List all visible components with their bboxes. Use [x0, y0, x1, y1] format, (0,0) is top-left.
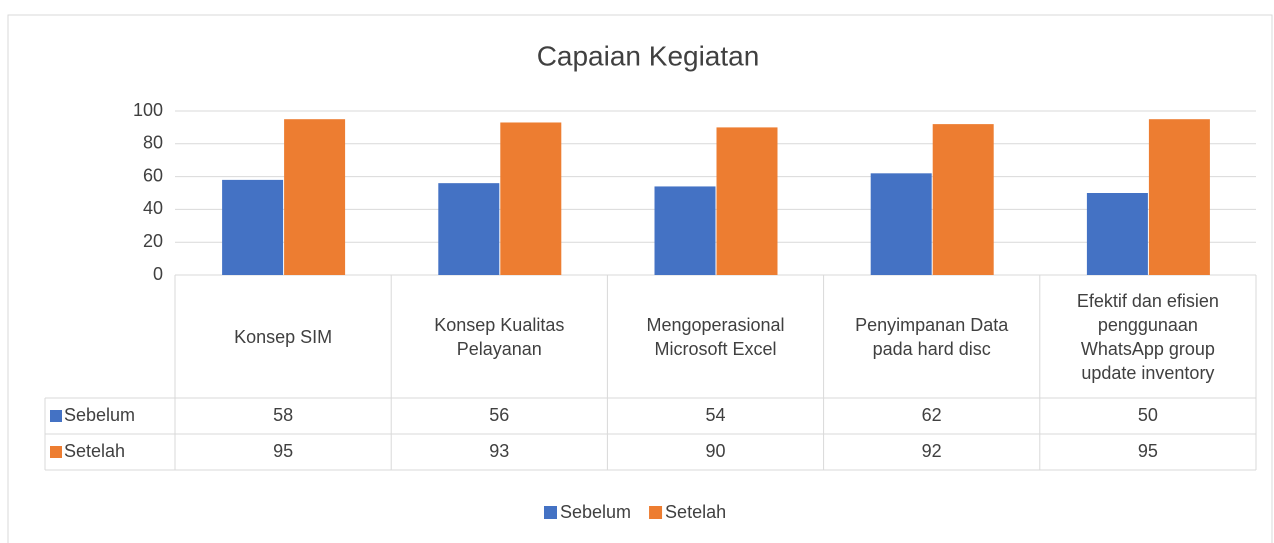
- table-value: 93: [489, 441, 509, 461]
- table-value: 50: [1138, 405, 1158, 425]
- bar: [716, 127, 778, 276]
- legend-swatch: [544, 506, 557, 519]
- table-value: 62: [922, 405, 942, 425]
- bar: [284, 119, 346, 275]
- table-value: 56: [489, 405, 509, 425]
- bar: [1148, 119, 1210, 275]
- y-tick-label: 0: [153, 264, 163, 284]
- bar: [870, 173, 932, 275]
- legend-label: Sebelum: [560, 502, 631, 522]
- table-value: 54: [705, 405, 725, 425]
- y-tick-label: 100: [133, 100, 163, 120]
- bar: [932, 124, 994, 276]
- legend-key: [50, 446, 62, 458]
- y-tick-label: 40: [143, 198, 163, 218]
- table-value: 95: [273, 441, 293, 461]
- table-value: 92: [922, 441, 942, 461]
- bar: [1086, 193, 1148, 275]
- chart-border: [7, 14, 1273, 543]
- x-tick-label: Efektif dan efisien penggunaan WhatsApp …: [1076, 290, 1219, 383]
- x-tick-label: Penyimpanan Data pada hard disc: [855, 314, 1009, 359]
- table-value: 90: [705, 441, 725, 461]
- bar: [222, 179, 284, 275]
- row-label: Setelah: [64, 441, 125, 461]
- legend-key: [50, 410, 62, 422]
- chart-title: Capaian Kegiatan: [537, 40, 760, 71]
- y-tick-label: 60: [143, 165, 163, 185]
- y-tick-label: 20: [143, 231, 163, 251]
- y-tick-label: 80: [143, 133, 163, 153]
- x-tick-label: Konsep SIM: [234, 326, 333, 347]
- bar: [438, 183, 500, 275]
- table-value: 58: [273, 405, 293, 425]
- legend-swatch: [649, 506, 663, 519]
- bar: [500, 122, 562, 275]
- legend-label: Setelah: [665, 502, 726, 522]
- row-label: Sebelum: [64, 405, 135, 425]
- x-tick-label: Konsep Kualitas Pelayanan: [434, 314, 565, 359]
- x-tick-label: Mengoperasional Microsoft Excel: [646, 314, 785, 359]
- bar: [654, 186, 716, 275]
- table-value: 95: [1138, 441, 1158, 461]
